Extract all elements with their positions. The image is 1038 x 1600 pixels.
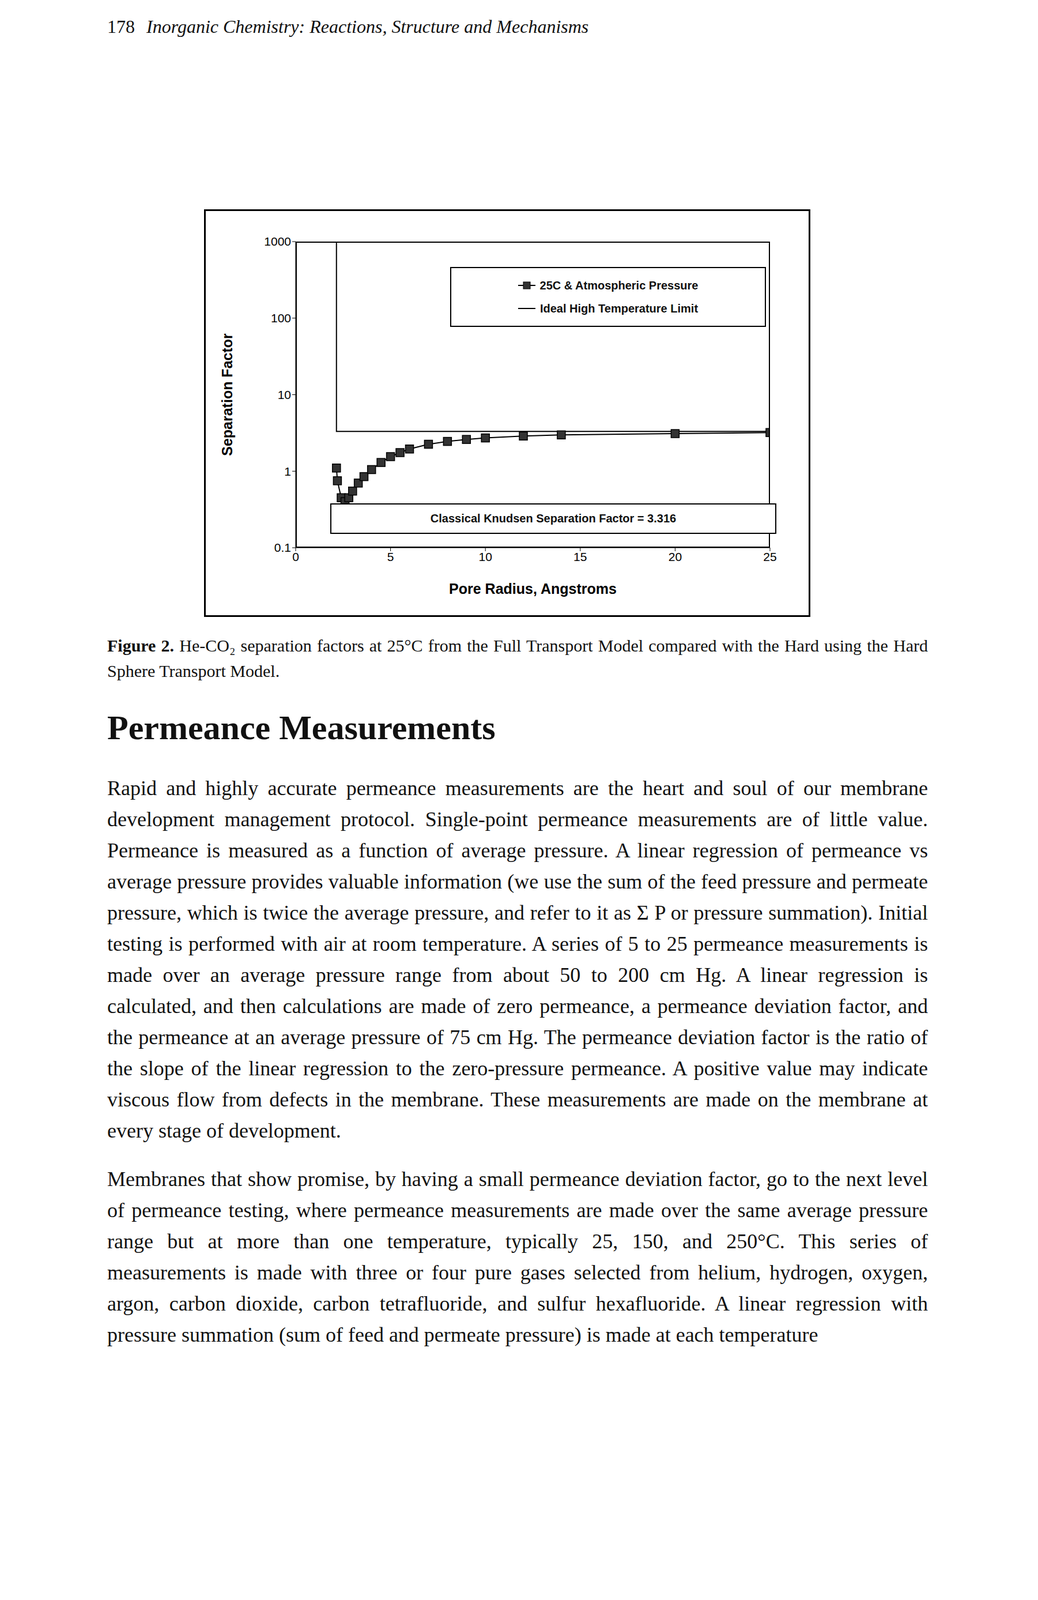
html-text:Permeance Measurements: Permeance Measurements (107, 708, 496, 747)
svg-text:25: 25 (763, 549, 777, 564)
html-text:Inorganic Chemistry: Reactions: Inorganic Chemistry: Reactions, Structur… (146, 16, 589, 37)
svg-text:Separation Factor: Separation Factor (219, 333, 236, 456)
svg-text:20: 20 (668, 549, 682, 564)
html-text:Membranes that show promise, b: Membranes that show promise, by having a… (107, 1167, 928, 1346)
svg-text:5: 5 (387, 549, 395, 564)
svg-text:100: 100 (270, 311, 292, 325)
html-text:Classical Knudsen Separation F: Classical Knudsen Separation Factor = 3.… (430, 511, 677, 525)
svg-text:1000: 1000 (263, 234, 292, 248)
svg-text:0.1: 0.1 (274, 540, 292, 554)
html-text:Figure 2. He-CO₂ separation fa: Figure 2. He-CO₂ separation factors at 2… (107, 635, 928, 681)
svg-text:0: 0 (292, 549, 300, 564)
svg-text:1: 1 (284, 464, 292, 478)
html-text:Ideal High Temperature Limit: Ideal High Temperature Limit (539, 301, 699, 315)
svg-text:15: 15 (573, 549, 587, 564)
html-text:Rapid and highly accurate perm: Rapid and highly accurate permeance meas… (107, 776, 928, 1142)
svg-text:10: 10 (277, 387, 292, 402)
svg-text:Pore Radius, Angstroms: Pore Radius, Angstroms (448, 580, 617, 597)
html-text:178: 178 (107, 16, 135, 37)
svg-text:10: 10 (478, 549, 493, 564)
html-text:25C & Atmospheric Pressure: 25C & Atmospheric Pressure (539, 278, 699, 292)
